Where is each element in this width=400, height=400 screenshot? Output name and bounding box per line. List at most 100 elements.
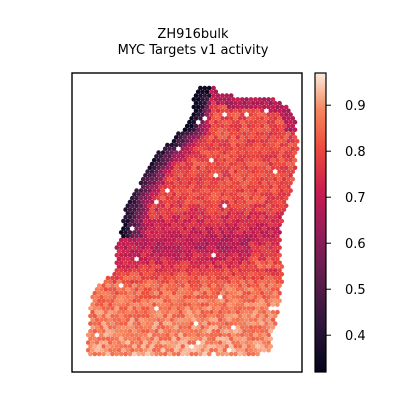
spot (140, 336, 146, 342)
spot (213, 302, 219, 307)
spot (151, 241, 157, 247)
spot (261, 264, 267, 269)
spot (132, 275, 137, 281)
spot (200, 309, 205, 315)
spot (272, 123, 278, 129)
spot (173, 157, 179, 163)
spot (110, 321, 115, 326)
spot (169, 233, 175, 239)
spot (176, 237, 181, 243)
spot (202, 328, 208, 334)
spot (165, 279, 170, 285)
spot (292, 157, 298, 163)
spot (200, 173, 205, 178)
spot (222, 325, 227, 330)
spot (145, 252, 150, 258)
spot (246, 146, 252, 152)
spot (206, 306, 212, 311)
spot (222, 309, 227, 315)
spot (132, 290, 137, 296)
spot (202, 351, 208, 357)
spot (255, 131, 260, 136)
spot (149, 252, 155, 258)
spot (110, 313, 115, 319)
spot (145, 336, 150, 342)
spot (224, 108, 230, 114)
spot (257, 302, 263, 307)
spot (261, 241, 267, 247)
spot (264, 146, 269, 152)
spot (202, 290, 208, 296)
spot (132, 321, 137, 326)
spot (118, 336, 124, 342)
spot (195, 112, 201, 117)
spot (255, 283, 260, 288)
spot (116, 340, 122, 345)
spot (261, 135, 267, 140)
spot (250, 306, 256, 311)
spot (259, 116, 265, 121)
spot (187, 241, 192, 247)
spot (138, 287, 144, 292)
spot (272, 252, 278, 258)
spot (211, 328, 216, 334)
spot (158, 306, 164, 311)
spot (270, 264, 276, 269)
spot (259, 328, 265, 334)
spot (242, 313, 247, 319)
spot (237, 351, 243, 357)
spot (209, 302, 214, 307)
spot (198, 275, 203, 281)
spot (204, 325, 210, 330)
spot (277, 199, 282, 205)
spot (202, 138, 208, 144)
spot (125, 279, 131, 285)
spot (242, 199, 247, 205)
spot (173, 211, 179, 216)
spot (123, 222, 128, 228)
spot (116, 271, 122, 277)
spot (242, 184, 247, 190)
spot (123, 321, 128, 326)
spot (103, 317, 109, 323)
spot (165, 218, 170, 224)
spot (231, 211, 236, 216)
spot (191, 233, 197, 239)
spot (204, 97, 210, 102)
spot (235, 104, 241, 110)
spot (261, 180, 267, 186)
spot (220, 154, 225, 159)
spot (198, 154, 203, 159)
spot (180, 230, 186, 235)
spot (237, 184, 243, 190)
spot (239, 233, 245, 239)
spot (288, 142, 293, 148)
spot (160, 294, 166, 300)
spot (202, 268, 208, 273)
spot (187, 165, 192, 171)
spot (237, 169, 243, 174)
spot (250, 214, 256, 220)
spot (134, 203, 139, 209)
spot (270, 302, 276, 307)
spot (264, 138, 269, 144)
spot (160, 157, 166, 163)
spot (171, 184, 177, 190)
spot (182, 241, 188, 247)
spot (202, 85, 208, 91)
spot (184, 161, 190, 167)
spot (217, 256, 223, 262)
spot (228, 351, 234, 357)
spot (275, 112, 280, 117)
spot (209, 97, 214, 102)
spot (264, 283, 269, 288)
spot (224, 207, 230, 212)
spot (237, 199, 243, 205)
spot (162, 260, 168, 266)
spot (220, 344, 225, 349)
spot (233, 328, 238, 334)
spot (250, 344, 256, 349)
spot (202, 192, 208, 197)
spot (213, 211, 219, 216)
spot (206, 260, 212, 266)
